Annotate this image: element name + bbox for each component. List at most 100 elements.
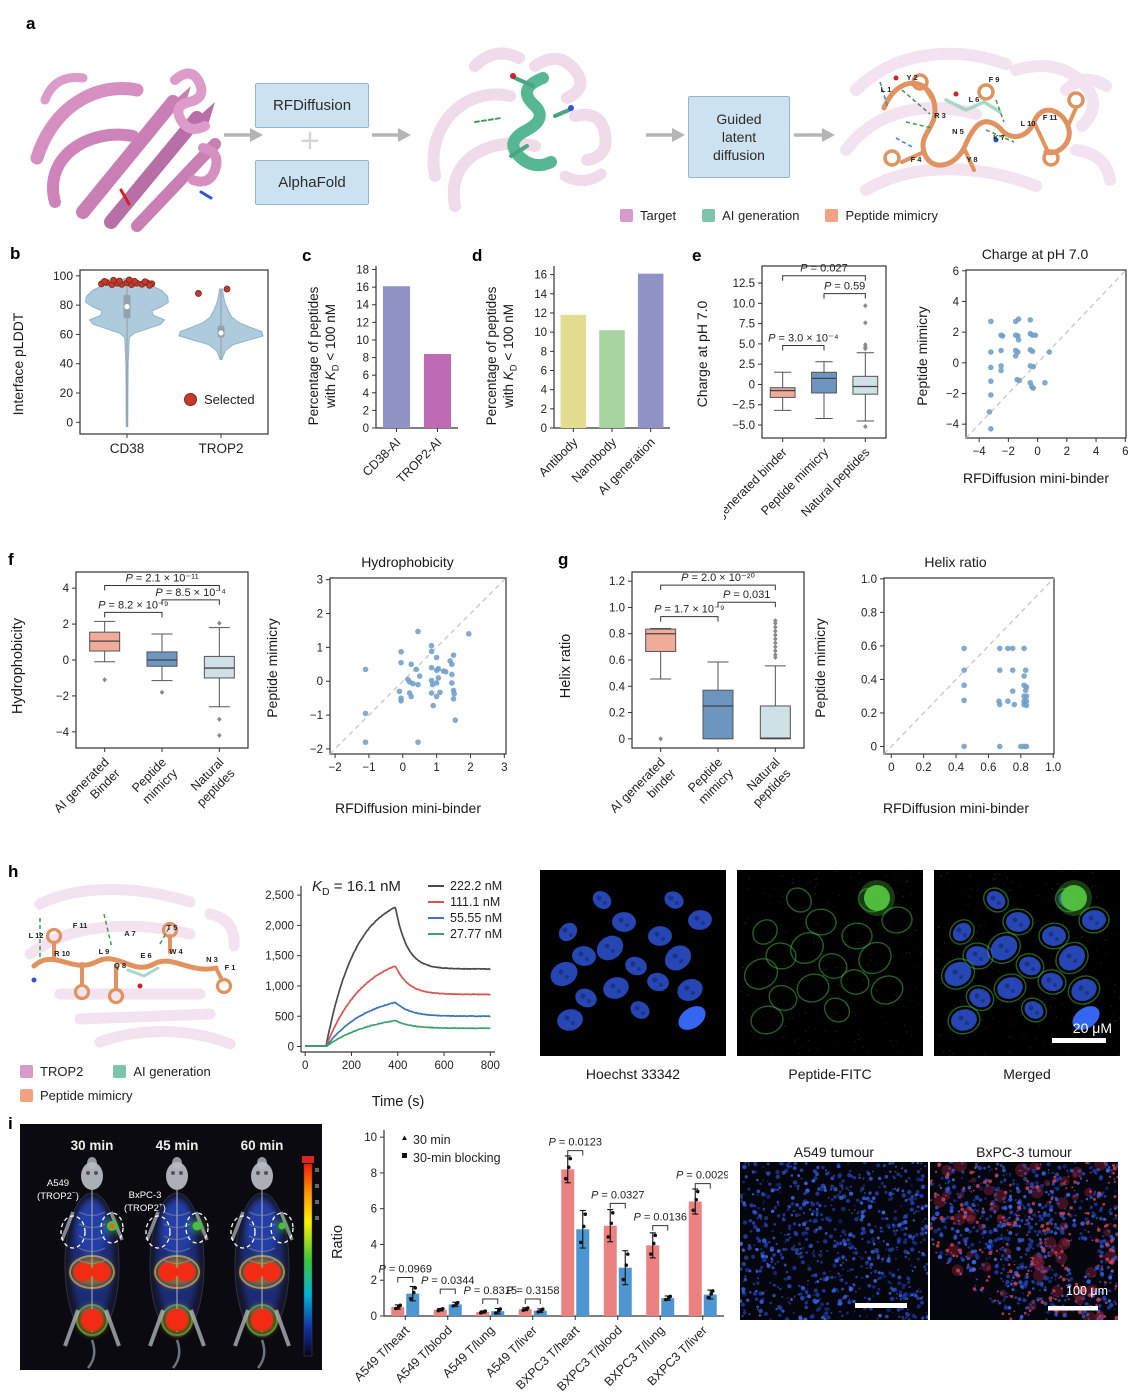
- merged-label: Merged: [1003, 1066, 1051, 1082]
- panel-f: f Hydrophobicity 4 2 0 −2 −4 P = 2.1 × 10⁻¹¹ P…: [0, 548, 548, 860]
- svg-text:0: 0: [317, 676, 323, 688]
- violin-plot: 0 20 40 60 80 100 CD38 TROP2: [53, 269, 269, 456]
- hydrophobicity-scatter-title: Hydrophobicity: [361, 554, 454, 570]
- charge-scatter-title: Charge at pH 7.0: [981, 246, 1089, 262]
- svg-text:P = 0.0029: P = 0.0029: [676, 1170, 728, 1182]
- legend-swatch-icon: [20, 1065, 33, 1078]
- panel-d: d Percentage of peptides with KD < 100 nM…: [466, 244, 680, 504]
- svg-text:P = 0.59: P = 0.59: [824, 281, 865, 293]
- svg-text:1.2: 1.2: [609, 576, 625, 588]
- legend-label: Peptide mimicry: [40, 1088, 133, 1103]
- svg-text:6: 6: [953, 266, 959, 278]
- panel-h-legend-item: TROP2: [20, 1064, 83, 1079]
- legend-swatch-icon: [20, 1089, 33, 1102]
- helix-scatter-ylabel: Peptide mimicry: [812, 618, 828, 718]
- svg-text:TROP2: TROP2: [198, 441, 243, 456]
- svg-text:14: 14: [534, 289, 547, 301]
- panel-h-legend-row1: TROP2 AI generation: [20, 1064, 211, 1079]
- svg-text:2,500: 2,500: [265, 890, 294, 902]
- svg-text:N 5: N 5: [952, 127, 964, 136]
- panel-a-legend-item: AI generation: [702, 208, 799, 223]
- panel-c: c Percentage of peptides with KD < 100 nM…: [290, 244, 468, 504]
- selected-dot-icon: [184, 393, 197, 406]
- scalebar-100um-label: 100 μm: [1066, 1284, 1108, 1298]
- svg-text:F 9: F 9: [989, 75, 1000, 84]
- svg-text:1.0: 1.0: [1045, 762, 1061, 774]
- svg-text:0: 0: [749, 379, 755, 391]
- panel-f-letter: f: [8, 550, 14, 569]
- spr-legend: 222.2 nM 111.1 nM 55.55 nM 27.77 nM: [428, 878, 502, 942]
- spr-legend-label: 222.2 nM: [450, 879, 503, 893]
- svg-text:P = 0.0136: P = 0.0136: [633, 1212, 687, 1224]
- peptide-fitc-image: [737, 869, 924, 1061]
- spr-legend-label: 55.55 nM: [450, 911, 503, 925]
- helix-scatter-xlabel: RFDiffusion mini-binder: [882, 800, 1029, 816]
- svg-text:N 3: N 3: [206, 955, 218, 964]
- svg-text:CD38: CD38: [110, 441, 145, 456]
- legend-swatch-icon: [113, 1065, 127, 1078]
- legend-swatch-icon: [620, 209, 633, 222]
- spr-legend-item: 111.1 nM: [428, 894, 502, 910]
- svg-text:45 min: 45 min: [156, 1138, 199, 1153]
- svg-text:R 10: R 10: [54, 949, 70, 958]
- svg-text:Y 8: Y 8: [966, 155, 977, 164]
- svg-text:2: 2: [317, 609, 323, 621]
- svg-text:Q 8: Q 8: [114, 961, 126, 970]
- svg-text:0: 0: [400, 762, 406, 774]
- scatter-points: [362, 628, 472, 745]
- svg-text:600: 600: [434, 1060, 453, 1072]
- selected-legend: Selected: [184, 392, 255, 407]
- svg-text:80: 80: [60, 298, 74, 312]
- svg-text:30 min: 30 min: [413, 1133, 451, 1147]
- svg-text:0: 0: [871, 741, 877, 753]
- legend-swatch-icon: [702, 209, 716, 222]
- spr-legend-label: 111.1 nM: [450, 895, 501, 909]
- svg-text:0.6: 0.6: [609, 655, 625, 667]
- tumour-image: [738, 1160, 930, 1322]
- svg-text:P = 0.027: P = 0.027: [800, 263, 847, 275]
- box-plot: 4 2 0 −2 −4 P = 2.1 × 10⁻¹¹ P = 8.5 × 10⁻⁴P = …: [51, 571, 249, 816]
- svg-text:6: 6: [363, 370, 369, 382]
- svg-text:E 6: E 6: [140, 951, 151, 960]
- svg-text:−4: −4: [973, 446, 987, 458]
- svg-text:P = 0.0327: P = 0.0327: [591, 1189, 645, 1201]
- hoechst-label: Hoechst 33342: [585, 1066, 681, 1082]
- panel-a-legend-item: Target: [620, 208, 676, 223]
- svg-text:12: 12: [534, 308, 547, 320]
- biodistribution-bar-chart: 0 2 4 6 8 10 P = 0.0969 P = 0.0344 P = 0.8315 P =…: [350, 1118, 730, 1400]
- panel-i-letter: i: [8, 1114, 13, 1133]
- svg-text:10: 10: [364, 1132, 377, 1144]
- flow-arrow-icon: [224, 126, 264, 149]
- interface-plddt-violin-plot: 0 20 40 60 80 100 CD38 TROP2: [40, 260, 278, 481]
- svg-text:0: 0: [63, 655, 69, 667]
- bxpc3-trop2pos-label: BxPC-3 (TROP2+): [124, 1190, 166, 1215]
- svg-text:F 11: F 11: [1043, 113, 1058, 122]
- helix-scatter-title: Helix ratio: [924, 554, 987, 570]
- ai-generation-structure: [415, 26, 640, 226]
- legend-swatch-icon: [825, 209, 839, 222]
- svg-text:TROP2-AI: TROP2-AI: [394, 435, 445, 486]
- svg-text:12.5: 12.5: [733, 278, 755, 290]
- target-structure-graphic: [30, 68, 222, 232]
- helix-scatter-plot: 0 0.2 0.4 0.6 0.8 1.0 0 0.2 0.4 0.6 0.8 1.0: [850, 570, 1062, 787]
- mouse-imaging-graphic: 30 min 45 min 60 min: [20, 1124, 322, 1370]
- svg-text:0.4: 0.4: [861, 674, 878, 686]
- peptide-mimicry-structure: L 1 Y 2 R 3 F 4 N 5 L 6 K 7 Y 8 F 9 L 10 F 11: [836, 30, 1134, 225]
- svg-text:7.5: 7.5: [739, 319, 755, 331]
- ratio-ylabel: Ratio: [330, 1225, 346, 1259]
- legend-label: AI generation: [722, 208, 800, 223]
- pet-mouse-imaging: 30 min 45 min 60 min: [20, 1124, 322, 1375]
- panel-d-ylabel: Percentage of peptides with KD < 100 nM: [483, 286, 520, 426]
- svg-text:−1: −1: [310, 710, 323, 722]
- hydrophobicity-scatter-plot: −2 −1 0 1 2 3 −2 −1 0 1 2 3: [302, 570, 514, 787]
- box-plot: 12.5 10.0 7.5 5.0 2.5 0 −2.5 −5.0 P = 0.027 P = 0…: [702, 263, 887, 533]
- svg-text:AI generated binder: AI generated binder: [724, 445, 790, 520]
- spr-chart: 0 500 1,000 1,500 2,000 2,500 0 200 400 600 800: [265, 886, 500, 1072]
- legend-label: TROP2: [40, 1064, 84, 1079]
- kd-percentage-bar-chart-ai: 0 2 4 6 8 10 12 14 16 18 CD38-AI TROP2-AI: [350, 256, 466, 505]
- bxpc3-tumour-image: [928, 1157, 1121, 1325]
- svg-text:4: 4: [541, 385, 548, 397]
- svg-text:−2: −2: [946, 389, 959, 401]
- panel-b-ylabel: Interface pLDDT: [10, 312, 26, 416]
- svg-text:60: 60: [60, 327, 74, 341]
